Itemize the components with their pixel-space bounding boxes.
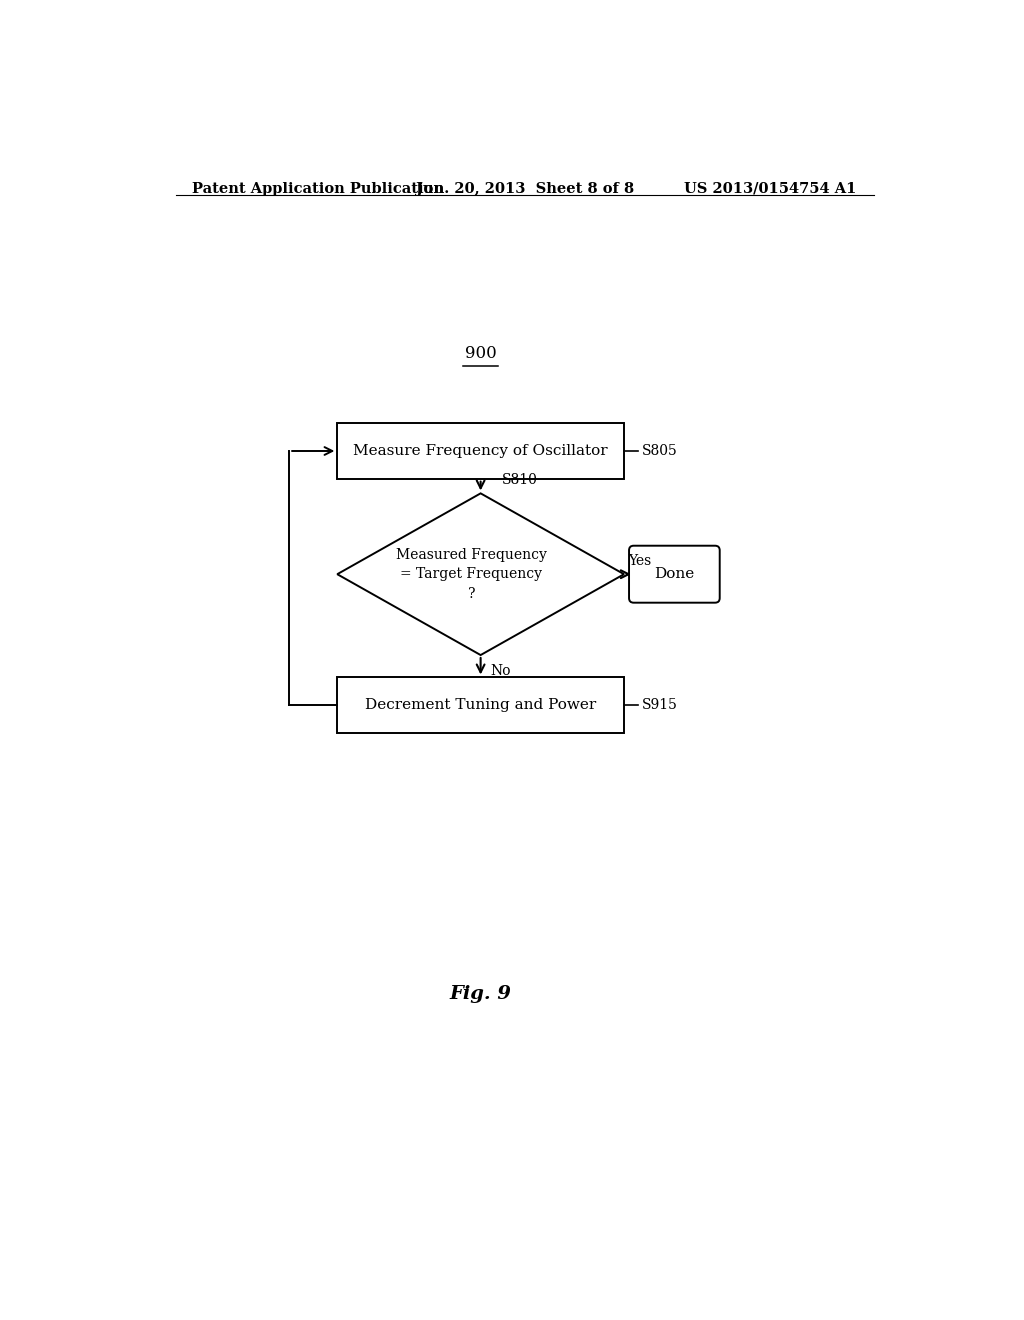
- Text: US 2013/0154754 A1: US 2013/0154754 A1: [684, 182, 856, 195]
- Text: S810: S810: [503, 473, 539, 487]
- Text: 900: 900: [465, 346, 497, 363]
- Text: Jun. 20, 2013  Sheet 8 of 8: Jun. 20, 2013 Sheet 8 of 8: [416, 182, 634, 195]
- Text: S805: S805: [642, 444, 678, 458]
- Text: No: No: [489, 664, 510, 678]
- FancyBboxPatch shape: [337, 424, 624, 479]
- Text: Patent Application Publication: Patent Application Publication: [191, 182, 443, 195]
- Text: Done: Done: [654, 568, 694, 581]
- Text: S915: S915: [642, 698, 678, 711]
- Text: Fig. 9: Fig. 9: [450, 985, 512, 1003]
- Text: Decrement Tuning and Power: Decrement Tuning and Power: [365, 698, 596, 711]
- FancyBboxPatch shape: [629, 545, 720, 603]
- Text: Measured Frequency
= Target Frequency
?: Measured Frequency = Target Frequency ?: [396, 548, 547, 601]
- FancyBboxPatch shape: [337, 677, 624, 733]
- Polygon shape: [337, 494, 624, 655]
- Text: Measure Frequency of Oscillator: Measure Frequency of Oscillator: [353, 444, 608, 458]
- Text: Yes: Yes: [629, 554, 652, 568]
